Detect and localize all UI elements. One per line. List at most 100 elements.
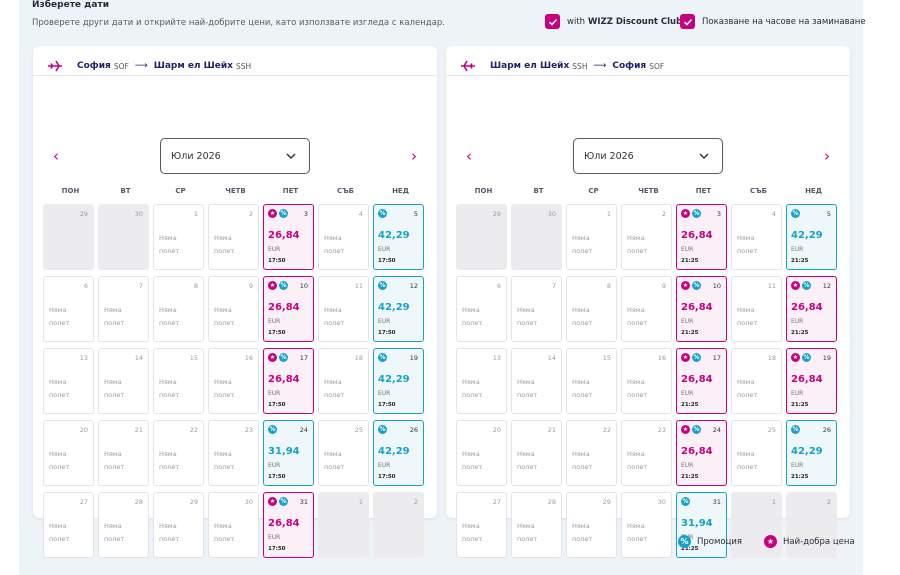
star-icon: ★ <box>681 281 690 290</box>
day-number: 6 <box>496 282 501 290</box>
month-select[interactable]: Юли 2026 <box>573 138 723 174</box>
prev-month-button[interactable]: ‹ <box>466 147 472 165</box>
day-cell-no-flight: 14 Няма полет <box>511 348 562 414</box>
day-cell-no-flight: 20 Няма полет <box>43 420 94 486</box>
no-flight-line1: Няма <box>627 378 645 386</box>
star-icon: ★ <box>268 209 277 218</box>
no-flight-line1: Няма <box>214 522 232 530</box>
day-number: 28 <box>134 498 143 506</box>
no-flight-line2: полет <box>572 247 593 255</box>
day-number: 15 <box>189 354 198 362</box>
no-flight-line2: полет <box>627 535 648 543</box>
no-flight-line2: полет <box>517 391 538 399</box>
no-flight-line2: полет <box>324 319 345 327</box>
prev-month-button[interactable]: ‹ <box>53 147 59 165</box>
no-flight-line2: полет <box>517 535 538 543</box>
day-cell-with-price[interactable]: 12 ★% 26,84 EUR 21:25 <box>786 276 837 342</box>
no-flight-line2: полет <box>214 463 235 471</box>
day-cell-no-flight: 13 Няма полет <box>456 348 507 414</box>
no-flight-line1: Няма <box>517 306 535 314</box>
day-number: 1 <box>771 498 776 506</box>
day-number: 11 <box>767 282 776 290</box>
day-cell-no-flight: 2 Няма полет <box>208 204 259 270</box>
percent-icon: % <box>268 425 277 434</box>
day-currency: EUR <box>791 462 804 469</box>
day-cell-with-price[interactable]: 10 ★% 26,84 EUR 21:25 <box>676 276 727 342</box>
checkbox-checked-icon[interactable] <box>680 14 695 29</box>
no-flight-text: Няма полет <box>517 376 537 402</box>
discount-club-toggle[interactable]: with WIZZ Discount Club <box>545 14 682 29</box>
show-times-toggle[interactable]: Показване на часове на заминаване <box>680 14 866 29</box>
weekday-label: ПЕТ <box>282 187 299 195</box>
day-cell-with-price[interactable]: 5% 42,29 EUR 21:25 <box>786 204 837 270</box>
no-flight-line1: Няма <box>627 450 645 458</box>
day-cell-with-price[interactable]: 19% 42,29 EUR 17:50 <box>373 348 424 414</box>
day-cell-with-price[interactable]: 19 ★% 26,84 EUR 21:25 <box>786 348 837 414</box>
no-flight-line1: Няма <box>49 306 67 314</box>
day-price: 26,84 <box>681 446 713 457</box>
day-badges: % <box>791 425 800 434</box>
no-flight-line1: Няма <box>462 522 480 530</box>
percent-icon: % <box>279 209 288 218</box>
day-cell-with-price[interactable]: 24 ★% 26,84 EUR 21:25 <box>676 420 727 486</box>
day-cell-with-price[interactable]: 3 ★% 26,84 EUR 17:50 <box>263 204 314 270</box>
day-number: 6 <box>83 282 88 290</box>
legend-best-label: Най-добра цена <box>783 536 855 547</box>
day-number: 17 <box>712 354 721 362</box>
no-flight-line1: Няма <box>49 522 67 530</box>
day-currency: EUR <box>268 534 281 541</box>
route-origin-code: SSH <box>572 61 588 71</box>
day-number: 30 <box>244 498 253 506</box>
next-month-button[interactable]: › <box>411 147 417 165</box>
next-month-button[interactable]: › <box>824 147 830 165</box>
day-cell-with-price[interactable]: 10 ★% 26,84 EUR 17:50 <box>263 276 314 342</box>
no-flight-text: Няма полет <box>462 448 482 474</box>
day-number: 9 <box>248 282 253 290</box>
day-number: 15 <box>602 354 611 362</box>
day-cell-no-flight: 16 Няма полет <box>621 348 672 414</box>
day-cell-with-price[interactable]: 12% 42,29 EUR 17:50 <box>373 276 424 342</box>
day-grid: 29 30 1 Няма полет 2 Няма полет 3 ★% 26,84 EUR 17:50… <box>43 204 428 558</box>
no-flight-text: Няма полет <box>214 448 234 474</box>
no-flight-line1: Няма <box>159 234 177 242</box>
no-flight-line1: Няма <box>324 306 342 314</box>
no-flight-line2: полет <box>104 391 125 399</box>
day-cell-with-price[interactable]: 5% 42,29 EUR 17:50 <box>373 204 424 270</box>
no-flight-line2: полет <box>104 319 125 327</box>
calendar-outbound: София SOF ⟶ Шарм ел Шейх SSH ‹ Юли 2026 … <box>33 46 437 558</box>
no-flight-text: Няма полет <box>737 376 757 402</box>
route-destination: София <box>612 61 647 71</box>
no-flight-line2: полет <box>572 463 593 471</box>
day-price: 26,84 <box>681 302 713 313</box>
day-number: 13 <box>79 354 88 362</box>
no-flight-text: Няма полет <box>159 376 179 402</box>
no-flight-line2: полет <box>159 535 180 543</box>
star-icon: ★ <box>791 353 800 362</box>
day-cell-with-price[interactable]: 26% 42,29 EUR 21:25 <box>786 420 837 486</box>
day-cell-with-price[interactable]: 31%31,94EUR21:25 <box>676 492 727 558</box>
weekday-label: ЧЕТВ <box>638 187 659 195</box>
day-cell-with-price[interactable]: 24% 31,94 EUR 17:50 <box>263 420 314 486</box>
day-departure-time: 21:25 <box>791 402 809 408</box>
day-cell-no-flight: 18 Няма полет <box>318 348 369 414</box>
day-number: 4 <box>771 210 776 218</box>
no-flight-text: Няма полет <box>214 232 234 258</box>
day-cell-with-price[interactable]: 17 ★% 26,84 EUR 21:25 <box>676 348 727 414</box>
no-flight-line2: полет <box>462 319 483 327</box>
checkbox-checked-icon[interactable] <box>545 14 560 29</box>
day-cell-with-price[interactable]: 17 ★% 26,84 EUR 17:50 <box>263 348 314 414</box>
no-flight-line1: Няма <box>572 378 590 386</box>
day-cell-no-flight: 9 Няма полет <box>208 276 259 342</box>
day-departure-time: 21:25 <box>681 402 699 408</box>
day-cell-with-price[interactable]: 3 ★% 26,84 EUR 21:25 <box>676 204 727 270</box>
day-number: 30 <box>547 210 556 218</box>
day-currency: EUR <box>681 318 694 325</box>
month-select[interactable]: Юли 2026 <box>160 138 310 174</box>
day-number: 14 <box>547 354 556 362</box>
discount-club-label-brand: WIZZ Discount Club <box>588 16 683 27</box>
no-flight-line1: Няма <box>737 234 755 242</box>
day-cell-with-price[interactable]: 26% 42,29 EUR 17:50 <box>373 420 424 486</box>
no-flight-line1: Няма <box>159 522 177 530</box>
weekday-label: СР <box>175 187 186 195</box>
day-cell-with-price[interactable]: 31 ★% 26,84 EUR 17:50 <box>263 492 314 558</box>
